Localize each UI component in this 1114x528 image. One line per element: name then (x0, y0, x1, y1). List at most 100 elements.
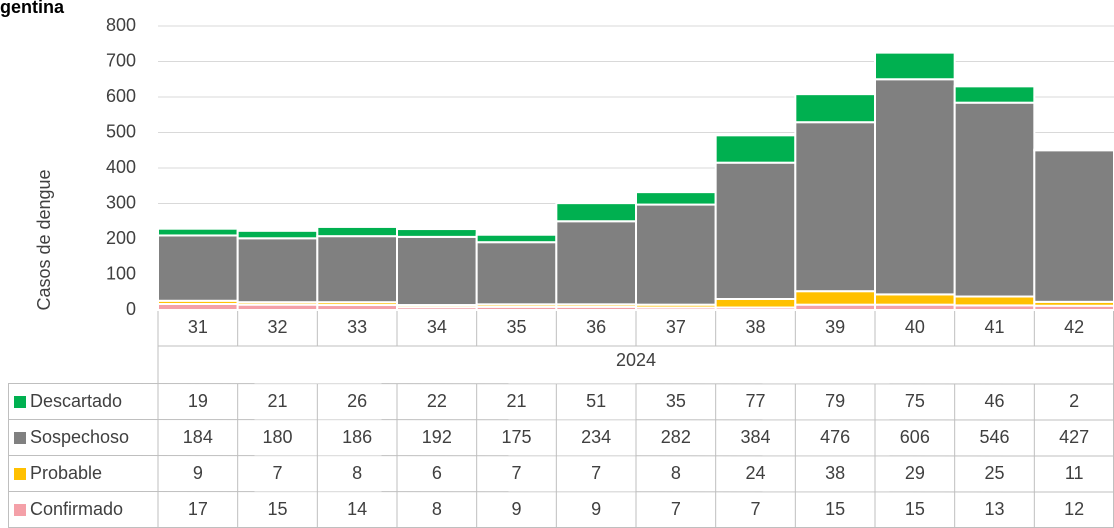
y-tick-label: 800 (106, 15, 136, 35)
x-tick-label: 33 (347, 317, 367, 337)
table-value: 19 (188, 391, 208, 411)
bar-segment (475, 241, 558, 306)
table-value: 7 (671, 499, 681, 519)
y-tick-label: 100 (106, 263, 136, 283)
x-tick-label: 37 (666, 317, 686, 337)
bar-segment (1033, 148, 1114, 152)
bar-segment (157, 227, 239, 237)
table-value: 8 (352, 463, 362, 483)
table-value: 21 (267, 391, 287, 411)
legend-label: Probable (30, 463, 102, 483)
bar-segment (635, 191, 717, 206)
table-value: 180 (262, 427, 292, 447)
table-value: 51 (586, 391, 606, 411)
table-value: 11 (1065, 463, 1084, 483)
legend-label: Sospechoso (30, 427, 129, 447)
y-tick-label: 700 (106, 50, 136, 70)
table-value: 384 (740, 427, 770, 447)
table-value: 2 (1069, 391, 1079, 411)
y-axis-label: Casos de dengue (34, 169, 54, 310)
y-tick-label: 200 (106, 228, 136, 248)
table-value: 25 (984, 463, 1004, 483)
x-tick-label: 31 (188, 317, 208, 337)
bar-segment (874, 51, 956, 81)
table-value: 75 (905, 391, 925, 411)
bar-segment (794, 121, 876, 293)
table-value: 8 (432, 499, 442, 519)
bar-segment (236, 237, 319, 304)
bar-segment (953, 85, 1036, 104)
table-value: 476 (820, 427, 850, 447)
bar-segment (396, 235, 478, 307)
x-tick-label: 35 (506, 317, 526, 337)
table-value: 22 (427, 391, 447, 411)
bar-segment (316, 235, 399, 304)
table-value: 79 (825, 391, 845, 411)
table-value: 546 (979, 427, 1009, 447)
legend-swatch (14, 504, 26, 516)
table-line (7, 419, 1114, 421)
x-tick-label: 41 (984, 317, 1004, 337)
table-value: 15 (905, 499, 925, 519)
bar-segment (794, 93, 876, 124)
table-value: 21 (506, 391, 526, 411)
bar-segment (953, 295, 1036, 307)
table-value: 7 (511, 463, 521, 483)
bar-segment (236, 229, 319, 240)
legend-swatch (14, 432, 26, 444)
bar-segment (714, 134, 797, 164)
x-tick-label: 32 (267, 317, 287, 337)
table-value: 427 (1059, 427, 1089, 447)
table-value: 184 (183, 427, 213, 447)
table-value: 13 (984, 499, 1004, 519)
table-line (7, 491, 1114, 493)
bar-segment (794, 290, 876, 306)
legend-label: Descartado (30, 391, 122, 411)
x-tick-label: 40 (905, 317, 925, 337)
chart-title: gentina (0, 0, 65, 17)
table-value: 12 (1064, 499, 1084, 519)
x-tick-label: 38 (745, 317, 765, 337)
y-tick-label: 600 (106, 86, 136, 106)
table-value: 29 (905, 463, 925, 483)
table-value: 15 (267, 499, 287, 519)
table-value: 7 (750, 499, 760, 519)
table-value: 175 (501, 427, 531, 447)
bar-segment (874, 78, 956, 296)
table-value: 9 (193, 463, 203, 483)
y-tick-label: 400 (106, 157, 136, 177)
table-value: 192 (422, 427, 452, 447)
table-value: 6 (432, 463, 442, 483)
table-value: 77 (745, 391, 765, 411)
y-tick-label: 300 (106, 192, 136, 212)
bar-segment (953, 101, 1036, 298)
table-value: 38 (825, 463, 845, 483)
table-value: 17 (188, 499, 208, 519)
x-tick-label: 36 (586, 317, 606, 337)
table-value: 14 (347, 499, 367, 519)
bar-segment (475, 233, 558, 244)
table-value: 234 (581, 427, 611, 447)
bar-segment (555, 202, 637, 223)
legend-swatch (14, 468, 26, 480)
x-tick-label: 42 (1064, 317, 1084, 337)
bar-segment (635, 203, 717, 306)
x-tick-label: 34 (427, 317, 447, 337)
table-line (7, 455, 1114, 457)
category-group-label: 2024 (616, 350, 656, 370)
table-value: 46 (984, 391, 1004, 411)
table-value: 15 (825, 499, 845, 519)
table-value: 26 (347, 391, 367, 411)
bar-segment (1033, 149, 1114, 303)
bar-segment (316, 225, 399, 238)
bar-segment (714, 297, 797, 309)
table-value: 282 (661, 427, 691, 447)
y-tick-label: 0 (126, 299, 136, 319)
y-tick-label: 500 (106, 121, 136, 141)
table-line (7, 383, 1114, 385)
bar-segment (396, 228, 478, 238)
table-value: 606 (900, 427, 930, 447)
table-value: 9 (591, 499, 601, 519)
table-value: 24 (745, 463, 765, 483)
